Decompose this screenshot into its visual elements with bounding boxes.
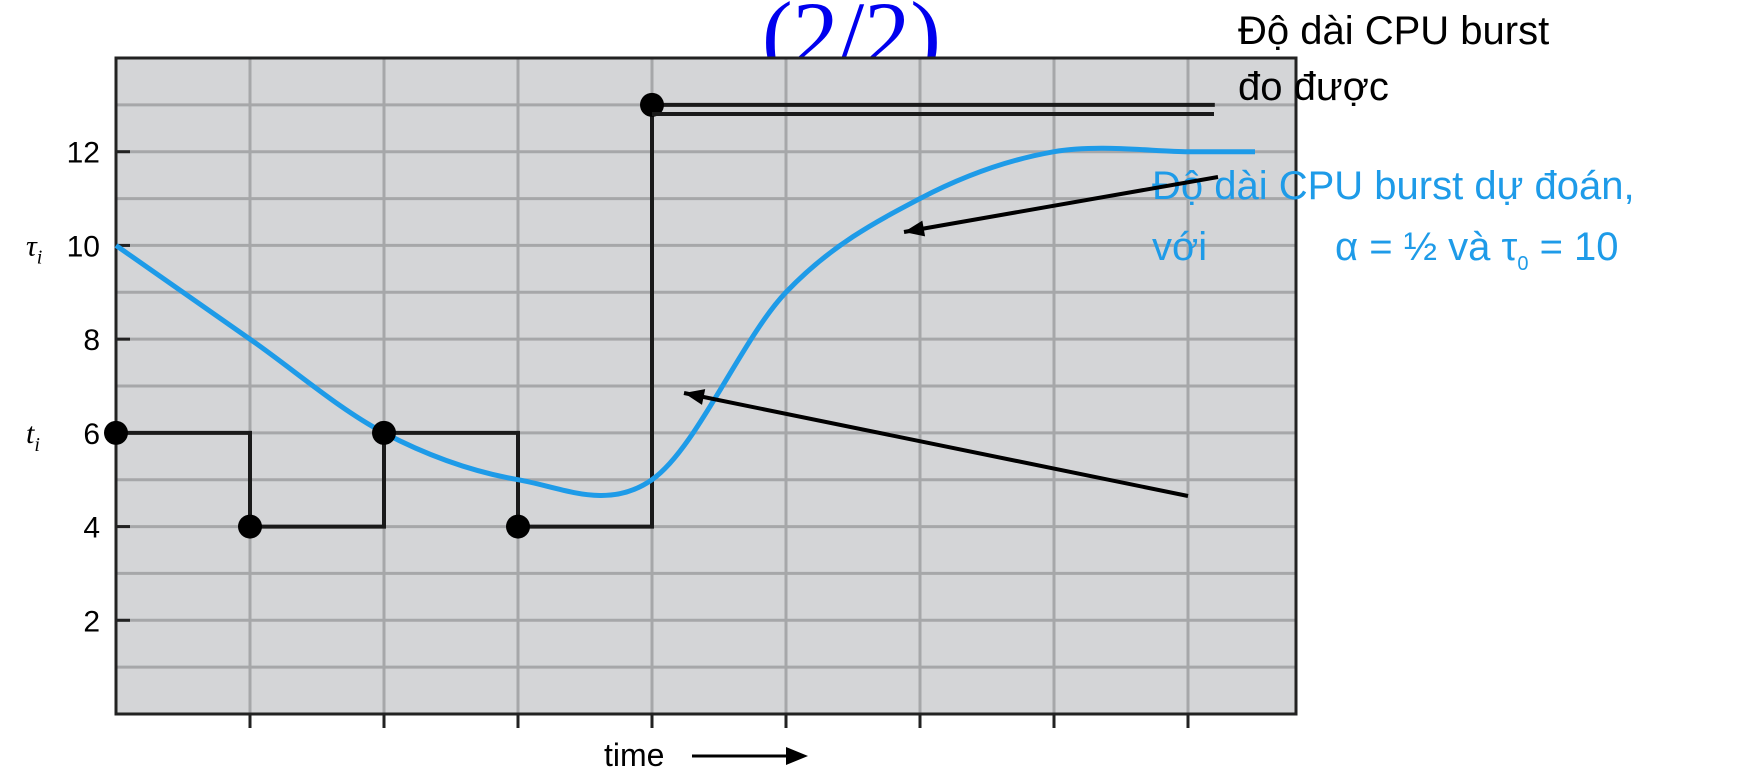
measured-burst-point — [238, 514, 262, 539]
y-tick-label: 12 — [67, 137, 100, 170]
predicted-label-line2a: với — [1152, 225, 1207, 269]
predicted-burst-curve — [114, 145, 1255, 498]
measured-label-arrow-shaft — [683, 391, 1189, 498]
y-tick-label: 6 — [83, 418, 100, 451]
predicted-label-arrow-head — [904, 220, 926, 237]
measured-burst-point — [506, 514, 530, 539]
plot-axes: 2 4 6 8 10 12 τi ti time — [26, 56, 1298, 770]
measured-label-line2: đo được — [1238, 65, 1389, 109]
measured-label-arrow-head — [684, 389, 706, 405]
time-arrow-head — [786, 747, 808, 765]
annotations: Độ dài CPU burst đo được Độ dài CPU burs… — [652, 9, 1635, 498]
plot-frame — [114, 56, 1298, 716]
y-label-actual: ti — [26, 417, 40, 456]
x-axis-label: time — [604, 737, 664, 770]
y-tick-label: 8 — [83, 324, 100, 357]
y-tick-label: 2 — [83, 605, 100, 638]
measured-burst-point — [372, 420, 396, 445]
y-label-predicted: τi — [26, 229, 42, 268]
predicted-label-arrow-shaft — [903, 175, 1219, 234]
y-tick-label: 10 — [67, 230, 100, 263]
measured-burst-point — [640, 92, 664, 117]
y-tick-label: 4 — [83, 512, 100, 545]
plot-series — [104, 92, 1255, 539]
measured-label-line1: Độ dài CPU burst — [1238, 9, 1549, 53]
measured-burst-point — [104, 420, 128, 445]
plot-grid — [116, 58, 1296, 714]
predicted-label-line2b: α = ½ và τ0 = 10 — [1335, 225, 1619, 275]
measured-burst-step-line — [116, 102, 1215, 529]
predicted-label-line1: Độ dài CPU burst dự đoán, — [1152, 164, 1635, 208]
